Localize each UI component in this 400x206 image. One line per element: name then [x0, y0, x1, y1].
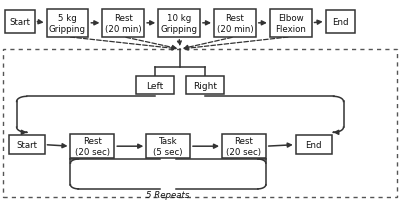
Text: Start: Start — [9, 18, 30, 27]
FancyBboxPatch shape — [9, 136, 44, 154]
FancyBboxPatch shape — [214, 10, 256, 37]
FancyBboxPatch shape — [70, 135, 114, 158]
Text: 10 kg
Gripping: 10 kg Gripping — [160, 14, 198, 34]
Text: 5 kg
Gripping: 5 kg Gripping — [49, 14, 86, 34]
Text: Start: Start — [16, 140, 37, 149]
Text: End: End — [305, 140, 322, 149]
Text: Elbow
Flexion: Elbow Flexion — [275, 14, 306, 34]
FancyBboxPatch shape — [270, 10, 312, 37]
FancyBboxPatch shape — [5, 11, 34, 33]
FancyBboxPatch shape — [186, 76, 224, 95]
Text: Rest
(20 min): Rest (20 min) — [216, 14, 253, 34]
FancyBboxPatch shape — [102, 10, 144, 37]
Text: Task
(5 sec): Task (5 sec) — [153, 137, 183, 157]
FancyBboxPatch shape — [158, 10, 200, 37]
FancyBboxPatch shape — [222, 135, 266, 158]
Text: Right: Right — [193, 81, 217, 90]
FancyBboxPatch shape — [46, 10, 88, 37]
Text: Rest
(20 sec): Rest (20 sec) — [226, 137, 261, 157]
FancyBboxPatch shape — [136, 76, 174, 95]
FancyBboxPatch shape — [296, 136, 332, 154]
Text: 5 Repeats: 5 Repeats — [146, 190, 190, 199]
Text: End: End — [332, 18, 349, 27]
Text: Rest
(20 sec): Rest (20 sec) — [75, 137, 110, 157]
FancyBboxPatch shape — [146, 135, 190, 158]
FancyBboxPatch shape — [326, 11, 356, 33]
Text: Left: Left — [146, 81, 164, 90]
Text: Rest
(20 min): Rest (20 min) — [105, 14, 142, 34]
